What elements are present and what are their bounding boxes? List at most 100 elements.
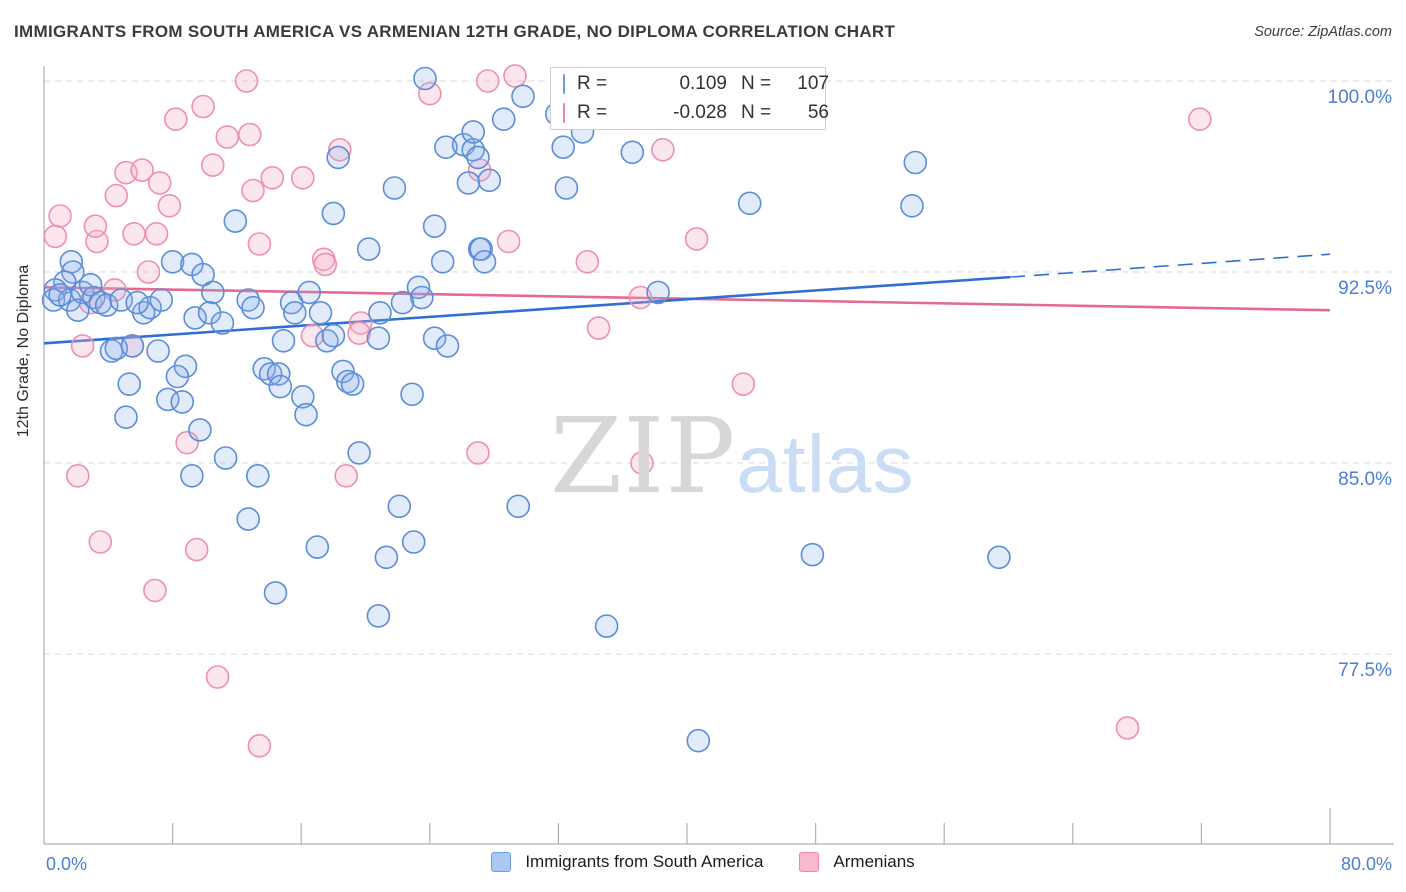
scatter-point-south-america bbox=[245, 463, 270, 488]
scatter-point-armenians bbox=[43, 224, 68, 249]
n-label: N = bbox=[741, 102, 772, 123]
scatter-point-south-america bbox=[146, 339, 170, 363]
scatter-point-armenians bbox=[164, 107, 188, 131]
scatter-point-armenians bbox=[122, 222, 146, 246]
scatter-point-armenians bbox=[575, 249, 600, 274]
scatter-point-armenians bbox=[184, 537, 209, 562]
scatter-point-south-america bbox=[347, 441, 371, 465]
correlation-stats-legend: R = 0.109 N = 107 R = -0.028 N = 56 bbox=[550, 67, 829, 130]
legend-row-armenians: R = -0.028 N = 56 bbox=[563, 100, 829, 126]
r-value: 0.109 bbox=[679, 73, 727, 94]
scatter-point-armenians bbox=[290, 166, 315, 190]
scatter-point-armenians bbox=[334, 463, 359, 488]
scatter-point-armenians bbox=[1115, 716, 1140, 740]
scatter-point-south-america bbox=[356, 237, 381, 261]
scatter-point-armenians bbox=[651, 138, 675, 162]
scatter-point-south-america bbox=[387, 494, 412, 519]
scatter-point-armenians bbox=[136, 260, 161, 284]
scatter-point-south-america bbox=[987, 545, 1011, 570]
scatter-point-south-america bbox=[551, 135, 576, 159]
y-axis-tick-label: 85.0% bbox=[1338, 469, 1392, 490]
scatter-point-armenians bbox=[205, 665, 230, 689]
pink-series-swatch-icon[interactable] bbox=[799, 852, 820, 872]
scatter-point-south-america bbox=[125, 290, 149, 315]
source-attribution[interactable]: Source: ZipAtlas.com bbox=[1254, 24, 1392, 40]
scatter-point-south-america bbox=[165, 364, 190, 389]
scatter-point-armenians bbox=[347, 321, 371, 346]
scatter-point-south-america bbox=[620, 140, 645, 165]
legend-row-south-america: R = 0.109 N = 107 bbox=[563, 71, 829, 97]
scatter-point-south-america bbox=[903, 150, 928, 175]
y-axis-tick-label: 100.0% bbox=[1328, 87, 1393, 108]
scatter-point-south-america bbox=[434, 135, 458, 159]
blue-series-swatch-icon[interactable] bbox=[491, 852, 512, 872]
scatter-point-south-america bbox=[263, 581, 288, 605]
scatter-point-south-america bbox=[900, 194, 924, 218]
scatter-point-south-america bbox=[466, 145, 490, 170]
scatter-point-south-america bbox=[268, 374, 293, 399]
scatter-point-south-america bbox=[422, 326, 447, 351]
scatter-point-armenians bbox=[215, 125, 240, 149]
scatter-point-south-america bbox=[305, 535, 330, 559]
scatter-point-south-america bbox=[210, 311, 235, 335]
scatter-point-south-america bbox=[94, 293, 119, 317]
n-label: N = bbox=[741, 73, 772, 94]
scatter-point-armenians bbox=[191, 94, 215, 119]
scatter-point-armenians bbox=[300, 323, 325, 348]
scatter-point-south-america bbox=[435, 334, 460, 358]
scatter-point-armenians bbox=[684, 227, 709, 251]
scatter-point-south-america bbox=[120, 334, 145, 358]
x-axis-footer: 0.0% Immigrants from South America Armen… bbox=[0, 848, 1406, 886]
blue-series-label[interactable]: Immigrants from South America bbox=[525, 852, 764, 871]
scatter-point-south-america bbox=[156, 387, 180, 412]
scatter-plot-canvas: 100.0% 92.5% 85.0% 77.5% bbox=[41, 64, 1396, 845]
scatter-point-south-america bbox=[409, 285, 434, 310]
scatter-point-armenians bbox=[66, 463, 90, 488]
scatter-point-south-america bbox=[422, 214, 447, 238]
scatter-point-south-america bbox=[308, 300, 333, 325]
trend-line bbox=[43, 275, 1011, 345]
scatter-point-south-america bbox=[266, 362, 291, 386]
scatter-point-armenians bbox=[260, 166, 285, 190]
scatter-point-armenians bbox=[417, 81, 442, 106]
scatter-point-south-america bbox=[477, 168, 502, 193]
scatter-point-armenians bbox=[327, 138, 352, 162]
scatter-point-armenians bbox=[144, 222, 169, 246]
scatter-point-south-america bbox=[258, 362, 283, 386]
scatter-point-south-america bbox=[461, 120, 486, 144]
scatter-point-armenians bbox=[731, 372, 756, 396]
scatter-point-south-america bbox=[66, 298, 90, 323]
scatter-point-south-america bbox=[368, 300, 392, 325]
scatter-point-armenians bbox=[586, 316, 611, 340]
r-value: -0.028 bbox=[673, 102, 727, 123]
trend-line bbox=[1010, 253, 1331, 278]
scatter-point-south-america bbox=[511, 84, 535, 109]
scatter-point-armenians bbox=[83, 214, 108, 238]
scatter-point-armenians bbox=[313, 252, 338, 277]
scatter-point-armenians bbox=[48, 204, 72, 228]
scatter-point-armenians bbox=[238, 122, 262, 147]
scatter-point-south-america bbox=[456, 171, 481, 195]
r-label: R = bbox=[577, 73, 608, 94]
scatter-point-armenians bbox=[503, 64, 527, 88]
pink-series-swatch-icon bbox=[563, 103, 565, 123]
scatter-point-armenians bbox=[147, 171, 172, 195]
blue-series-swatch-icon bbox=[563, 74, 565, 94]
pink-series-label[interactable]: Armenians bbox=[833, 852, 915, 871]
scatter-point-armenians bbox=[130, 158, 154, 182]
scatter-point-south-america bbox=[366, 604, 391, 628]
scatter-point-south-america bbox=[321, 323, 346, 348]
scatter-point-south-america bbox=[53, 270, 77, 295]
scatter-point-south-america bbox=[117, 372, 141, 396]
scatter-point-south-america bbox=[297, 280, 322, 305]
scatter-point-south-america bbox=[114, 405, 138, 430]
scatter-point-south-america bbox=[340, 372, 365, 396]
scatter-point-armenians bbox=[628, 285, 653, 310]
scatter-point-armenians bbox=[630, 451, 654, 475]
r-label: R = bbox=[577, 102, 608, 123]
scatter-point-south-america bbox=[48, 283, 72, 307]
scatter-point-armenians bbox=[70, 334, 95, 358]
scatter-point-south-america bbox=[241, 295, 265, 320]
scatter-point-armenians bbox=[475, 69, 500, 93]
scatter-point-south-america bbox=[430, 249, 455, 274]
